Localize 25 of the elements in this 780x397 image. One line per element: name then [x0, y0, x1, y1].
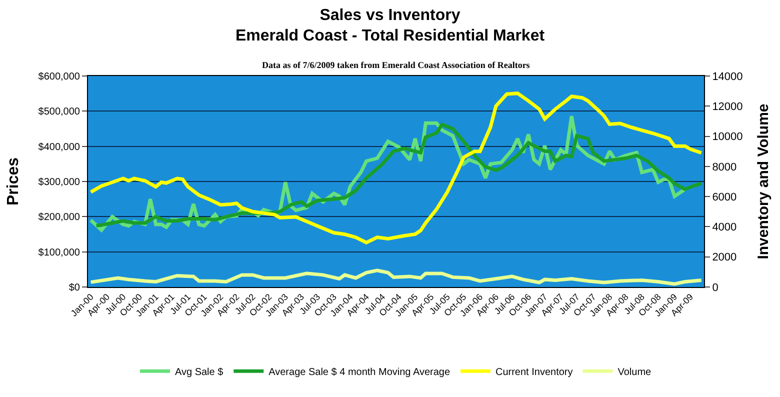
y2-tick-label: 4000	[712, 222, 737, 234]
y2-tick-label: 2000	[712, 252, 737, 264]
y-tick-label: $0	[68, 282, 80, 294]
line-series	[89, 268, 704, 286]
y2-tick-label: 6000	[712, 191, 737, 204]
line-series	[89, 92, 704, 244]
y2-tick-label: 12000	[712, 100, 743, 113]
y-axis-title: Prices	[5, 157, 22, 206]
legend-label: Current Inventory	[495, 367, 573, 378]
chart-title: Sales vs Inventory Emerald Coast - Total Residential Market	[235, 6, 546, 45]
legend-label: Average Sale $ 4 month Moving Average	[268, 367, 450, 378]
y2-axis-title: Inventory and Volume	[754, 104, 772, 260]
y-tick-label: $100,000	[38, 247, 80, 258]
y2-tick-label: 14000	[712, 70, 743, 83]
y-tick-label: $500,000	[38, 106, 80, 118]
y2-tick-label: 8000	[712, 161, 737, 174]
chart-subtitle: Data as of 7/6/2009 taken from Emerald Coast Association of Realtors	[262, 60, 530, 70]
y-tick-label: $200,000	[38, 212, 80, 224]
y-tick-label: $600,000	[38, 72, 80, 82]
y-tick-label: $400,000	[38, 142, 80, 153]
legend-label: Volume	[618, 367, 652, 378]
y-tick-label: $300,000	[38, 177, 80, 188]
y2-tick-label: 10000	[712, 131, 743, 144]
y2-tick-label: 0	[712, 282, 718, 294]
legend-label: Avg Sale $	[175, 367, 224, 378]
